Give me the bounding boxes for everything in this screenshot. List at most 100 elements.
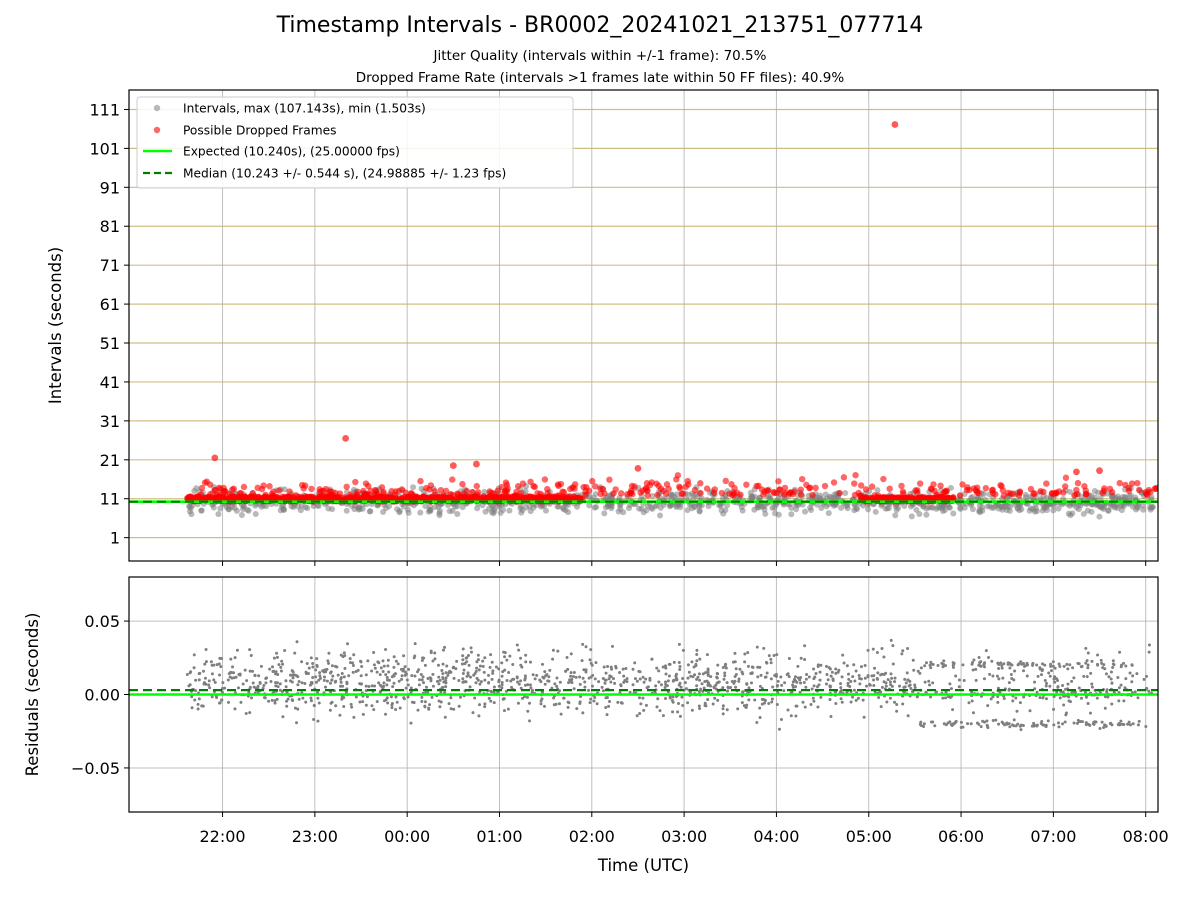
interval-point xyxy=(554,503,561,510)
residual-point xyxy=(542,704,546,708)
residual-point xyxy=(592,699,596,703)
residual-point xyxy=(445,664,449,668)
residual-point xyxy=(528,660,532,664)
residual-point xyxy=(901,702,905,706)
residual-point xyxy=(954,720,958,724)
residual-point xyxy=(802,681,806,685)
residual-point xyxy=(372,663,376,667)
residual-point xyxy=(419,672,423,676)
residual-point xyxy=(361,700,365,704)
residual-point xyxy=(303,682,307,686)
dropped-frame-point xyxy=(1099,489,1106,497)
residual-point xyxy=(318,671,322,675)
interval-point xyxy=(751,506,758,513)
residual-point xyxy=(951,708,955,712)
residual-point xyxy=(812,699,816,703)
dropped-frame-point xyxy=(710,489,718,497)
residual-point xyxy=(1086,651,1090,655)
residual-point xyxy=(278,688,282,692)
residual-point xyxy=(399,667,403,671)
interval-point xyxy=(538,503,545,510)
residual-point xyxy=(1109,677,1113,681)
residual-point xyxy=(1110,702,1114,706)
dropped-frame-point xyxy=(266,483,273,490)
dropped-frame-point xyxy=(571,485,578,492)
residual-point xyxy=(323,675,327,679)
residual-point xyxy=(381,659,385,663)
residual-point xyxy=(459,695,463,699)
residual-point xyxy=(671,710,675,714)
residual-point xyxy=(330,664,334,668)
residual-point xyxy=(461,671,465,675)
residual-point xyxy=(695,648,699,652)
residual-point xyxy=(906,714,910,718)
intervals-ytick-label: 51 xyxy=(100,334,120,353)
interval-point xyxy=(950,510,957,517)
dropped-frame-point xyxy=(760,491,767,498)
residual-point xyxy=(555,684,559,688)
residual-point xyxy=(701,672,705,676)
dropped-frame-point xyxy=(1096,467,1103,475)
residual-point xyxy=(676,710,680,714)
residual-point xyxy=(213,680,217,684)
residual-point xyxy=(1002,662,1006,666)
residual-point xyxy=(215,663,219,667)
residual-point xyxy=(236,686,240,690)
residual-point xyxy=(364,703,368,707)
residual-point xyxy=(863,676,867,680)
residual-point xyxy=(438,705,442,709)
residual-point xyxy=(834,671,838,675)
residual-point xyxy=(1035,690,1039,694)
dropped-frame-point xyxy=(891,121,899,128)
legend-label: Expected (10.240s), (25.00000 fps) xyxy=(183,145,400,159)
residual-point xyxy=(564,669,568,673)
residual-point xyxy=(273,701,277,705)
residual-point xyxy=(749,681,753,685)
interval-point xyxy=(842,489,849,496)
residual-point xyxy=(977,722,981,726)
residual-point xyxy=(875,676,879,680)
interval-point xyxy=(986,502,993,509)
residual-point xyxy=(769,661,773,665)
residual-point xyxy=(309,696,313,700)
dropped-frame-point xyxy=(519,480,527,487)
residual-point xyxy=(807,675,811,679)
residual-point xyxy=(515,643,519,647)
interval-point xyxy=(1003,506,1010,513)
dropped-frame-point xyxy=(499,494,506,501)
residual-point xyxy=(373,684,377,688)
residual-point xyxy=(210,695,214,699)
residual-point xyxy=(476,653,480,657)
dropped-frame-point xyxy=(365,482,372,490)
residual-point xyxy=(962,678,966,682)
intervals-ytick-label: 11 xyxy=(100,490,120,509)
residual-point xyxy=(372,650,376,654)
residual-point xyxy=(461,647,465,651)
residual-point xyxy=(927,679,931,683)
dropped-frame-point xyxy=(644,492,651,499)
residual-point xyxy=(769,657,773,661)
residual-point xyxy=(764,675,768,679)
dropped-frame-point xyxy=(1136,486,1143,494)
residual-point xyxy=(435,679,439,683)
residual-point xyxy=(385,676,389,680)
residual-point xyxy=(1019,728,1023,732)
residual-point xyxy=(441,648,445,652)
interval-point xyxy=(590,494,597,501)
interval-point xyxy=(280,505,287,512)
interval-point xyxy=(893,507,900,514)
dropped-frame-point xyxy=(1134,479,1141,487)
interval-point xyxy=(383,505,390,512)
residual-point xyxy=(1095,696,1099,700)
residual-point xyxy=(569,674,573,678)
residual-point xyxy=(478,664,482,668)
dropped-frame-point xyxy=(304,494,311,501)
residual-point xyxy=(354,695,358,699)
dropped-frame-point xyxy=(663,481,671,488)
residual-point xyxy=(1102,663,1106,667)
residuals-xtick-label: 08:00 xyxy=(1123,827,1169,846)
residual-point xyxy=(1009,663,1013,667)
dropped-frame-point xyxy=(197,491,205,498)
residual-point xyxy=(1066,667,1070,671)
dropped-frame-point xyxy=(354,488,361,495)
